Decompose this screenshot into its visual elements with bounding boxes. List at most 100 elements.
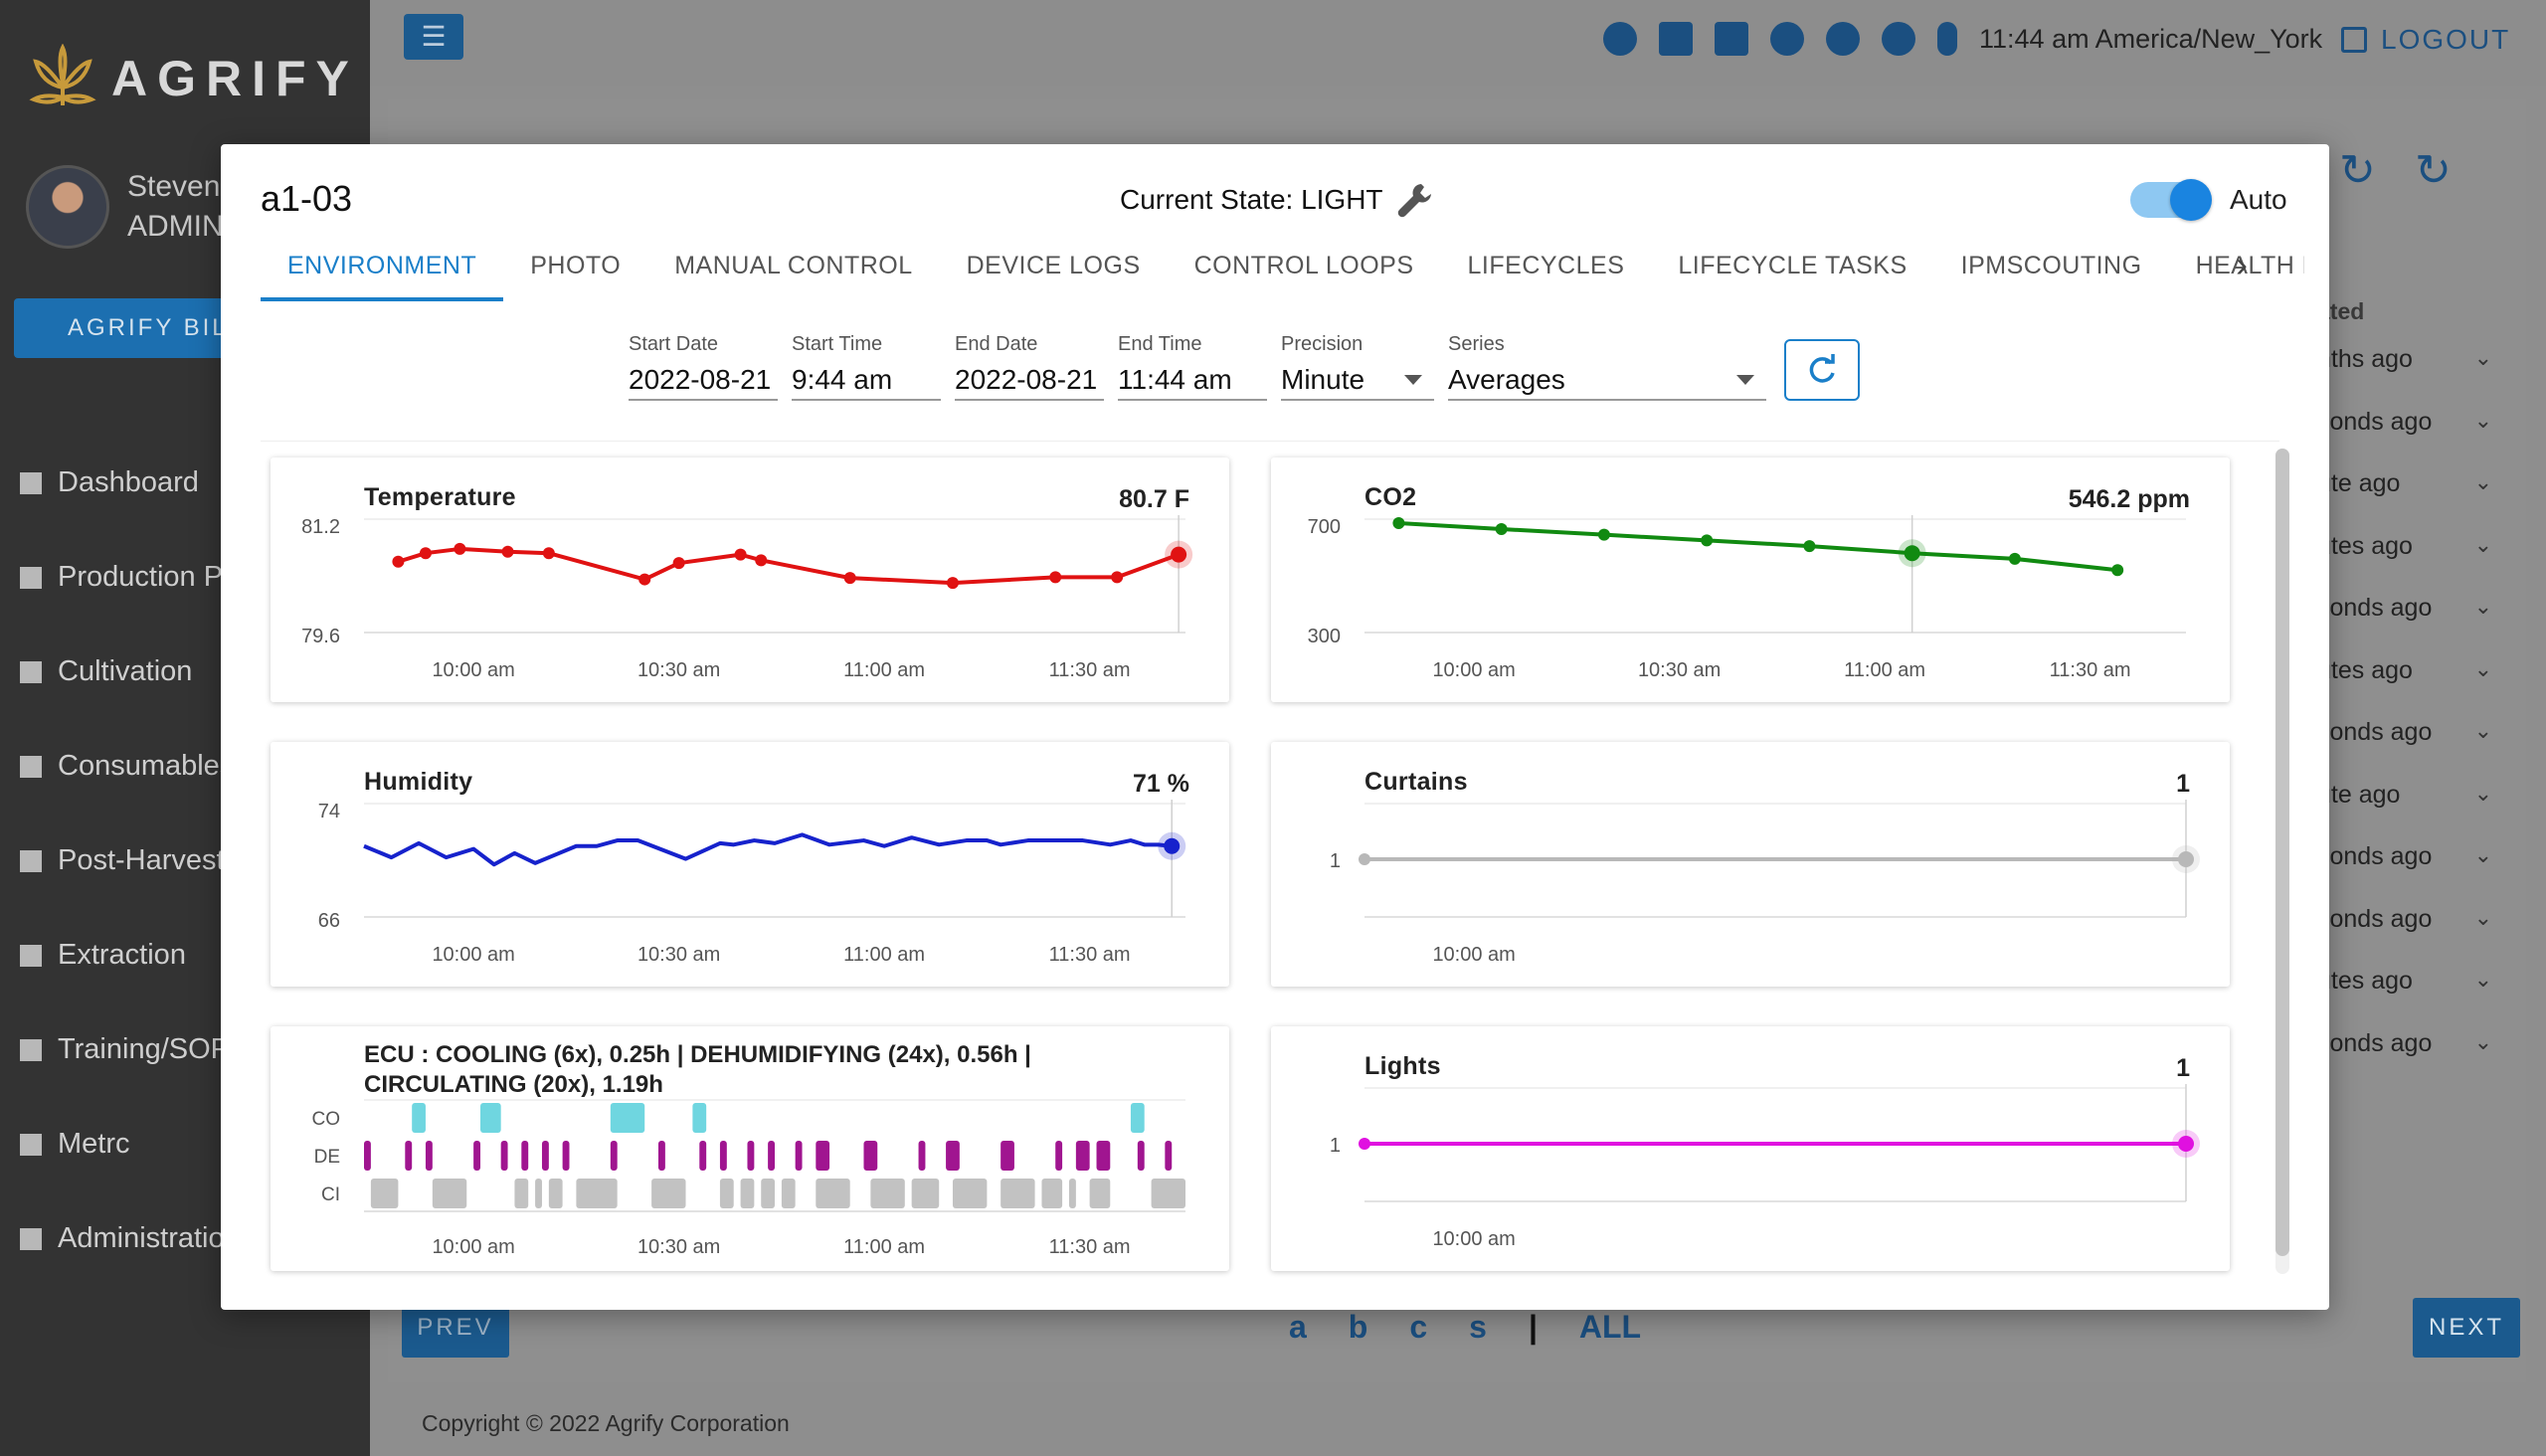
end-time-field[interactable]: End Time 11:44 am [1118,333,1267,401]
y-tick-label: 1 [1330,850,1341,872]
list-item[interactable]: conds ago ⌄ [2317,408,2492,470]
chevron-down-icon[interactable]: ⌄ [2473,780,2492,806]
sidebar-item-4[interactable]: Post-Harvest [16,814,234,908]
data-point [2008,552,2021,565]
state-interval [719,1179,734,1208]
chevron-down-icon[interactable]: ⌄ [2473,345,2492,370]
sidebar-item-1[interactable]: Production Pl [16,530,234,625]
tab-control-loops[interactable]: CONTROL LOOPS [1193,252,1414,279]
list-item[interactable]: ute ago ⌄ [2317,781,2492,843]
info-icon[interactable] [1770,22,1804,56]
chevron-down-icon[interactable]: ⌄ [2473,1028,2492,1054]
tab-device-logs[interactable]: DEVICE LOGS [966,252,1141,279]
tab-environment[interactable]: ENVIRONMENT [261,232,504,301]
list-item[interactable]: ute ago ⌄ [2317,469,2492,532]
sync-icon[interactable]: ↻ [2339,146,2376,195]
tab-lifecycles[interactable]: LIFECYCLES [1467,252,1625,279]
microphone-icon[interactable] [1937,22,1957,56]
category-label: DE [314,1147,340,1168]
chevron-down-icon[interactable]: ⌄ [2473,531,2492,557]
refresh-icon[interactable]: ↻ [2415,146,2452,195]
state-interval [651,1179,686,1208]
widgets-icon[interactable] [1659,22,1693,56]
list-item[interactable]: conds ago ⌄ [2317,842,2492,905]
dashboard-icon [16,467,46,498]
sidebar-item-6[interactable]: Training/SOP [16,1002,234,1097]
pager-letter-ALL[interactable]: ALL [1578,1309,1642,1345]
list-item[interactable]: utes ago ⌄ [2317,967,2492,1029]
precision-select[interactable]: Precision Minute [1281,333,1434,401]
chevron-right-icon[interactable]: › [2236,244,2248,284]
tab-lifecycle-tasks[interactable]: LIFECYCLE TASKS [1678,252,1908,279]
sidebar-item-label: Cultivation [58,655,193,687]
sidebar-item-7[interactable]: Metrc [16,1097,234,1191]
chevron-down-icon[interactable]: ⌄ [2473,904,2492,930]
filter-bar: Start Date 2022-08-21 Start Time 9:44 am… [629,333,1860,401]
sidebar-item-8[interactable]: Administratio [16,1191,234,1286]
chart-title: ECU : COOLING (6x), 0.25h | DEHUMIDIFYIN… [364,1041,1031,1098]
chart-card-lights: 1 10:00 am Lights 1 [1271,1026,2230,1271]
help-icon[interactable] [1603,22,1637,56]
end-date-field[interactable]: End Date 2022-08-21 [955,333,1104,401]
chevron-down-icon[interactable]: ⌄ [2473,967,2492,992]
chevron-down-icon[interactable]: ⌄ [2473,655,2492,681]
user-profile[interactable]: Steven I ADMIN [26,165,237,249]
list-item[interactable]: nths ago ⌄ [2317,345,2492,408]
data-point [1701,534,1714,547]
auto-label: Auto [2230,184,2287,215]
logout-button[interactable]: LOGOUT [2341,24,2510,56]
list-item[interactable]: utes ago ⌄ [2317,656,2492,719]
chevron-down-icon[interactable]: ⌄ [2473,842,2492,867]
highlight-point [1164,837,1181,854]
highlight-point [1904,545,1920,562]
list-item[interactable]: conds ago ⌄ [2317,594,2492,656]
settings-badge-icon[interactable] [1826,22,1860,56]
pager-letter-s[interactable]: s [1469,1309,1487,1345]
start-time-field[interactable]: Start Time 9:44 am [792,333,941,401]
y-tick-label: 300 [1308,626,1341,647]
charts-area[interactable]: 81.2 79.6 10:00 am 10:30 am 11:00 am 11:30 am… [261,441,2279,1286]
chart-current-value: 1 [2176,1054,2190,1082]
user-role: ADMIN [127,210,224,243]
data-point [734,548,747,561]
state-interval [781,1179,796,1208]
state-interval [1068,1179,1076,1208]
upload-icon[interactable] [1715,22,1748,56]
footer [370,1388,2546,1456]
bug-icon[interactable] [1882,22,1915,56]
state-interval [761,1179,775,1208]
tab-health-rep[interactable]: HEALTH REP [2195,252,2304,279]
list-item[interactable]: conds ago ⌄ [2317,905,2492,968]
auto-toggle[interactable] [2130,174,2212,224]
list-item[interactable]: conds ago ⌄ [2317,1029,2492,1092]
chevron-down-icon[interactable]: ⌄ [2473,718,2492,743]
hamburger-menu-button[interactable]: ☰ [404,14,463,60]
start-date-field[interactable]: Start Date 2022-08-21 [629,333,778,401]
scrollbar-thumb[interactable] [2275,449,2289,1256]
sidebar-item-label: Post-Harvest [58,844,225,876]
tab-manual-control[interactable]: MANUAL CONTROL [674,252,913,279]
next-button[interactable]: NEXT [2413,1298,2520,1358]
list-item[interactable]: conds ago ⌄ [2317,718,2492,781]
chevron-down-icon[interactable]: ⌄ [2473,594,2492,619]
series-select[interactable]: Series Averages [1448,333,1766,401]
sidebar-item-0[interactable]: Dashboard [16,436,234,530]
scrollbar[interactable] [2275,449,2289,1274]
agrify-logo[interactable]: AGRIFY [28,44,359,113]
pager-letter-b[interactable]: b [1348,1309,1368,1345]
chevron-down-icon[interactable]: ⌄ [2473,469,2492,494]
tab-ipmscouting[interactable]: IPMSCOUTING [1960,252,2142,279]
pager-letter-a[interactable]: a [1289,1309,1307,1345]
pager-letter-c[interactable]: c [1409,1309,1428,1345]
sidebar-item-3[interactable]: Consumables [16,719,234,814]
refresh-button[interactable] [1784,339,1860,401]
sidebar-item-5[interactable]: Extraction [16,908,234,1002]
category-label: CI [321,1184,340,1205]
sidebar-item-2[interactable]: Cultivation [16,625,234,719]
wrench-icon[interactable] [1395,180,1435,220]
list-item[interactable]: utes ago ⌄ [2317,532,2492,595]
tab-photo[interactable]: PHOTO [530,252,622,279]
chart-title: Temperature [364,483,516,511]
pager-separator: | [1528,1309,1538,1345]
chevron-down-icon[interactable]: ⌄ [2473,407,2492,433]
